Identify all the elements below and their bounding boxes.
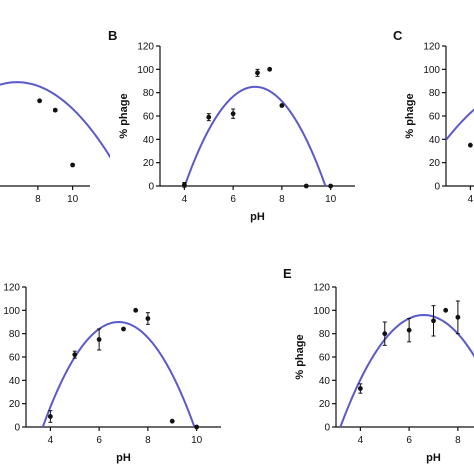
y-tick-label: 0 bbox=[324, 423, 330, 434]
x-tick-label: 10 bbox=[191, 435, 203, 446]
data-point bbox=[121, 326, 126, 332]
data-point bbox=[267, 66, 273, 72]
panel-letter: C bbox=[393, 28, 403, 43]
y-axis-title: % phage bbox=[294, 334, 306, 379]
y-tick-label: 60 bbox=[319, 353, 331, 364]
y-tick-label: 80 bbox=[143, 88, 155, 99]
data-point bbox=[467, 142, 473, 148]
x-axis-title: pH bbox=[250, 211, 265, 223]
data-point bbox=[431, 318, 436, 324]
panel-c: 0 20 40 60 80 100 120 4 % phage C bbox=[393, 28, 474, 205]
fit-curve bbox=[0, 81, 110, 159]
data-point bbox=[303, 183, 309, 189]
x-tick-label: 6 bbox=[230, 194, 236, 205]
y-tick-label: 0 bbox=[434, 182, 440, 193]
panel-letter: E bbox=[283, 266, 292, 281]
data-point bbox=[181, 182, 187, 188]
y-tick-label: 0 bbox=[148, 182, 154, 193]
data-point bbox=[255, 70, 260, 76]
fit-curve bbox=[183, 85, 327, 186]
data-point bbox=[37, 98, 43, 104]
y-tick-label: 100 bbox=[313, 306, 330, 317]
data-point bbox=[443, 307, 449, 313]
fit-curve bbox=[339, 313, 474, 427]
x-tick-label: 4 bbox=[358, 435, 364, 446]
data-point bbox=[357, 386, 363, 391]
data-point bbox=[70, 162, 76, 168]
x-tick-label: 8 bbox=[279, 194, 285, 205]
data-point bbox=[206, 114, 212, 120]
panel-d: 0 20 40 60 80 100 120 4 6 8 10 pH bbox=[3, 283, 221, 464]
y-tick-label: 120 bbox=[3, 283, 20, 294]
y-tick-label: 40 bbox=[429, 135, 441, 146]
y-tick-label: 20 bbox=[143, 158, 155, 169]
x-tick-label: 4 bbox=[182, 194, 188, 205]
panel-b: 0 20 40 60 80 100 120 4 6 8 10 pH % phage B bbox=[108, 28, 355, 223]
y-tick-label: 80 bbox=[429, 88, 441, 99]
data-point bbox=[382, 331, 388, 337]
data-point bbox=[72, 352, 78, 358]
y-tick-label: 60 bbox=[143, 112, 155, 123]
data-point bbox=[328, 183, 334, 189]
y-tick-label: 40 bbox=[319, 376, 331, 387]
data-point bbox=[133, 307, 139, 313]
y-tick-label: 20 bbox=[429, 158, 441, 169]
data-point bbox=[279, 103, 285, 108]
y-axis-title: % phage bbox=[118, 93, 130, 138]
y-tick-label: 80 bbox=[9, 329, 21, 340]
x-tick-label: 10 bbox=[325, 194, 337, 205]
x-tick-label: 10 bbox=[67, 194, 79, 205]
y-tick-label: 20 bbox=[319, 399, 331, 410]
x-tick-label: 4 bbox=[468, 194, 474, 205]
y-tick-label: 100 bbox=[423, 65, 440, 76]
data-point bbox=[47, 414, 53, 419]
y-tick-label: 120 bbox=[313, 283, 330, 294]
data-point bbox=[52, 107, 58, 113]
x-tick-label: 4 bbox=[48, 435, 54, 446]
y-tick-label: 0 bbox=[14, 423, 20, 434]
data-point bbox=[145, 316, 151, 321]
data-point bbox=[406, 327, 412, 333]
y-axis-title: % phage bbox=[404, 93, 416, 138]
y-tick-label: 60 bbox=[429, 112, 441, 123]
y-tick-label: 120 bbox=[137, 42, 154, 53]
fit-curve bbox=[446, 108, 474, 142]
x-tick-label: 8 bbox=[35, 194, 41, 205]
y-tick-label: 60 bbox=[9, 353, 21, 364]
x-tick-label: 8 bbox=[145, 435, 151, 446]
data-point bbox=[169, 418, 175, 424]
y-tick-label: 40 bbox=[143, 135, 155, 146]
y-tick-label: 120 bbox=[423, 42, 440, 53]
x-axis-title: pH bbox=[116, 452, 131, 464]
x-tick-label: 6 bbox=[96, 435, 102, 446]
y-tick-label: 40 bbox=[9, 376, 21, 387]
x-tick-label: 6 bbox=[406, 435, 412, 446]
y-tick-label: 80 bbox=[319, 329, 331, 340]
data-point bbox=[230, 111, 236, 117]
data-point bbox=[194, 424, 200, 430]
y-tick-label: 100 bbox=[137, 65, 154, 76]
data-point bbox=[96, 337, 102, 342]
panel-e: 0 20 40 60 80 100 120 4 6 8 pH % phage E bbox=[283, 266, 474, 464]
panel-letter: B bbox=[108, 28, 117, 43]
data-point bbox=[455, 314, 461, 320]
x-tick-label: 8 bbox=[455, 435, 461, 446]
x-axis-title: pH bbox=[426, 452, 441, 464]
y-tick-label: 100 bbox=[3, 306, 20, 317]
y-tick-label: 20 bbox=[9, 399, 21, 410]
fit-curve bbox=[41, 320, 196, 427]
panel-a: 8 10 bbox=[0, 81, 110, 205]
